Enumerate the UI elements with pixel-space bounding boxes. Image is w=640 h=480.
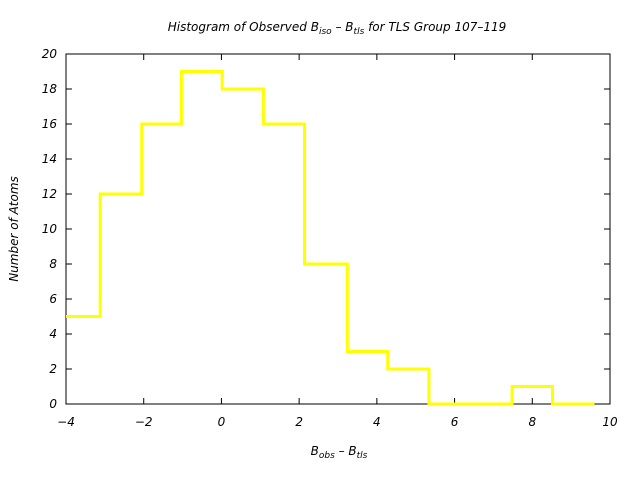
histogram-bin — [305, 264, 348, 404]
x-tick-label: 6 — [451, 415, 459, 429]
y-tick-label: 14 — [42, 152, 57, 166]
xlabel-b: B — [311, 444, 319, 458]
histogram-bin — [142, 124, 182, 404]
y-tick-label: 12 — [42, 187, 57, 201]
y-tick-label: 6 — [49, 292, 57, 306]
histogram-series-line — [66, 70, 595, 406]
y-tick-label: 4 — [49, 327, 57, 341]
y-tick-label: 10 — [42, 222, 58, 236]
x-tick-label: 8 — [528, 415, 536, 429]
y-tick-label: 8 — [49, 257, 57, 271]
y-tick-label: 20 — [42, 47, 58, 61]
x-tick-label: 2 — [295, 415, 303, 429]
y-tick-label: 18 — [42, 82, 58, 96]
x-tick-label: 0 — [218, 415, 226, 429]
x-tick-label: −4 — [57, 415, 75, 429]
x-tick-label: 10 — [602, 415, 618, 429]
y-axis-label: Number of Atoms — [7, 176, 21, 282]
xlabel-mid: – B — [335, 444, 357, 458]
histogram-bin — [100, 194, 142, 404]
histogram-bin — [181, 72, 222, 405]
title-sub-tls: tls — [354, 27, 365, 37]
title-mid: – B — [332, 20, 354, 34]
xlabel-sub-obs: obs — [319, 451, 335, 461]
histogram-bin — [222, 89, 263, 404]
chart-title: Histogram of Observed Biso – Btls for TL… — [168, 20, 507, 37]
title-suffix: for TLS Group 107–119 — [364, 20, 506, 34]
plot-frame — [65, 53, 611, 405]
histogram-bin — [388, 369, 429, 404]
x-tick-label: 4 — [373, 415, 381, 429]
y-tick-label: 2 — [49, 362, 57, 376]
xlabel-sub-tls: tls — [357, 451, 368, 461]
histogram-bin — [263, 124, 304, 404]
x-tick-label: −2 — [135, 415, 153, 429]
plot-layer: −4 −2 0 2 4 6 8 10 0 2 4 6 8 10 12 14 16 18 20 — [42, 47, 618, 429]
x-axis-label: Bobs – Btls — [311, 444, 368, 461]
title-prefix: Histogram of Observed B — [168, 20, 319, 34]
y-tick-label: 16 — [42, 117, 58, 131]
histogram-bin — [66, 317, 100, 405]
histogram-bin — [347, 352, 387, 405]
y-tick-label: 0 — [49, 397, 57, 411]
title-sub-iso: iso — [319, 27, 332, 37]
